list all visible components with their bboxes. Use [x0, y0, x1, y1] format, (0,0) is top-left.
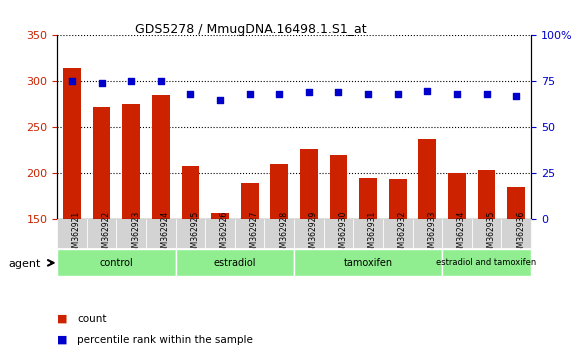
Bar — [122, 104, 140, 219]
Text: ■: ■ — [57, 314, 67, 324]
Point — [97, 80, 106, 86]
Point — [482, 91, 491, 97]
Point — [67, 79, 77, 84]
FancyBboxPatch shape — [205, 219, 235, 248]
FancyBboxPatch shape — [87, 219, 116, 248]
Text: GSM362929: GSM362929 — [309, 211, 318, 257]
Point — [275, 91, 284, 97]
Text: GDS5278 / MmugDNA.16498.1.S1_at: GDS5278 / MmugDNA.16498.1.S1_at — [135, 23, 367, 36]
Point — [127, 79, 136, 84]
FancyBboxPatch shape — [57, 249, 176, 276]
Text: tamoxifen: tamoxifen — [344, 258, 393, 268]
Text: GSM362925: GSM362925 — [190, 211, 199, 257]
FancyBboxPatch shape — [116, 219, 146, 248]
Bar — [271, 164, 288, 219]
Text: GSM362935: GSM362935 — [486, 210, 496, 257]
Text: GSM362936: GSM362936 — [516, 210, 525, 257]
FancyBboxPatch shape — [412, 219, 442, 248]
Text: GSM362932: GSM362932 — [398, 211, 407, 257]
Text: GSM362923: GSM362923 — [131, 211, 140, 257]
FancyBboxPatch shape — [472, 219, 501, 248]
Bar — [182, 166, 199, 219]
Bar — [359, 178, 377, 219]
Point — [245, 91, 254, 97]
Text: GSM362924: GSM362924 — [161, 211, 170, 257]
Bar — [478, 170, 496, 219]
Text: GSM362931: GSM362931 — [368, 211, 377, 257]
Text: GSM362922: GSM362922 — [102, 211, 111, 257]
Text: GSM362933: GSM362933 — [427, 210, 436, 257]
Bar — [300, 149, 317, 219]
FancyBboxPatch shape — [324, 219, 353, 248]
FancyBboxPatch shape — [383, 219, 412, 248]
Bar — [93, 107, 110, 219]
Point — [334, 90, 343, 95]
Bar — [389, 179, 407, 219]
Bar — [329, 155, 347, 219]
Point — [393, 91, 403, 97]
FancyBboxPatch shape — [442, 219, 472, 248]
Bar — [241, 183, 259, 219]
Text: GSM362928: GSM362928 — [279, 211, 288, 257]
Text: GSM362930: GSM362930 — [339, 210, 348, 257]
FancyBboxPatch shape — [264, 219, 294, 248]
Bar — [211, 213, 229, 219]
Point — [364, 91, 373, 97]
FancyBboxPatch shape — [501, 219, 531, 248]
FancyBboxPatch shape — [294, 249, 442, 276]
FancyBboxPatch shape — [294, 219, 324, 248]
FancyBboxPatch shape — [176, 219, 205, 248]
Text: GSM362927: GSM362927 — [250, 211, 259, 257]
Bar — [152, 95, 170, 219]
Text: count: count — [77, 314, 107, 324]
Text: GSM362926: GSM362926 — [220, 211, 229, 257]
FancyBboxPatch shape — [146, 219, 176, 248]
FancyBboxPatch shape — [57, 219, 87, 248]
Text: GSM362934: GSM362934 — [457, 210, 466, 257]
Text: estradiol and tamoxifen: estradiol and tamoxifen — [436, 258, 537, 267]
Bar — [507, 187, 525, 219]
FancyBboxPatch shape — [442, 249, 531, 276]
FancyBboxPatch shape — [353, 219, 383, 248]
Text: agent: agent — [9, 259, 41, 269]
FancyBboxPatch shape — [176, 249, 294, 276]
Text: ■: ■ — [57, 335, 67, 345]
Point — [215, 97, 224, 103]
Text: GSM362921: GSM362921 — [72, 211, 81, 257]
Point — [452, 91, 461, 97]
Point — [304, 90, 313, 95]
Text: control: control — [99, 258, 133, 268]
Bar — [63, 68, 81, 219]
Text: estradiol: estradiol — [214, 258, 256, 268]
Text: percentile rank within the sample: percentile rank within the sample — [77, 335, 253, 345]
Point — [186, 91, 195, 97]
Bar — [448, 172, 466, 219]
Point — [423, 88, 432, 93]
Point — [512, 93, 521, 99]
FancyBboxPatch shape — [235, 219, 264, 248]
Point — [156, 79, 166, 84]
Bar — [419, 139, 436, 219]
